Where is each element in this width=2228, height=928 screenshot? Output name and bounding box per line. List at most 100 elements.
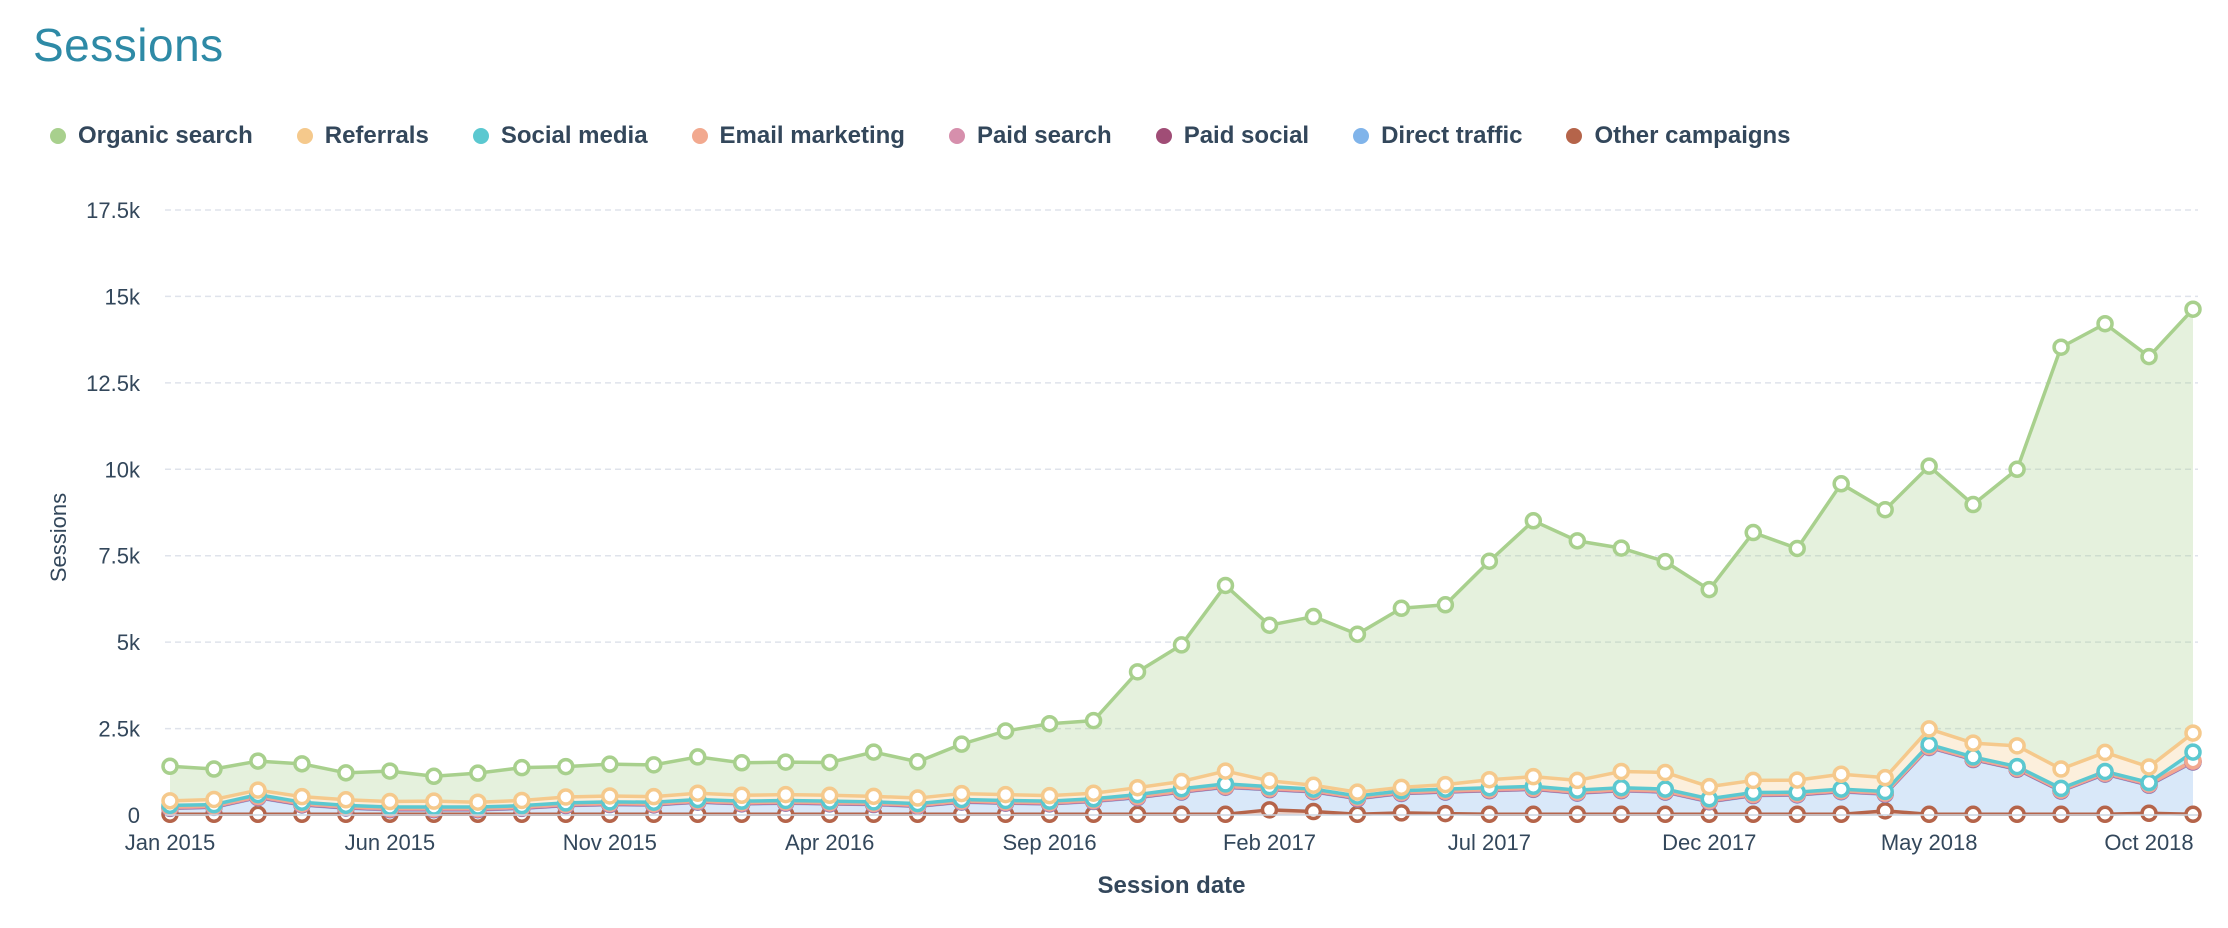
legend-marker [1353,128,1370,144]
data-point [1260,616,1279,634]
y-axis-title: Sessions [46,493,71,582]
data-point [1568,532,1587,550]
y-tick-label: 5k [117,630,141,655]
data-point [1260,772,1279,790]
data-point [557,757,575,776]
legend-item[interactable]: Referrals [296,122,429,150]
data-point [864,787,883,806]
data-point [1524,512,1543,530]
data-point [1920,720,1938,738]
legend-label: Other campaigns [1594,122,1791,149]
data-point [1964,748,1982,766]
legend-marker [1155,128,1172,144]
data-point [1568,771,1587,790]
x-axis-title: Session date [1097,872,1245,899]
legend-item[interactable]: Other campaigns [1566,122,1791,150]
data-point [1084,711,1103,730]
legend-label: Referrals [324,122,429,149]
data-point [1392,778,1411,797]
data-point [293,755,311,773]
data-point [1040,786,1059,805]
data-point [1920,457,1938,475]
data-point [205,760,223,778]
data-point [1788,771,1806,789]
data-point [645,787,663,806]
data-point [1436,596,1455,614]
y-tick-label: 7.5k [98,544,141,569]
page-title: Sessions [33,19,224,71]
legend-marker [50,128,66,144]
data-point [1656,780,1675,798]
x-tick-label: Feb 2017 [1223,830,1316,855]
data-point [996,722,1015,740]
data-point [2140,347,2158,366]
data-point [1612,762,1631,781]
data-point [1656,763,1675,782]
x-tick-label: Nov 2015 [563,830,657,855]
data-point [2052,760,2070,778]
data-point [952,784,971,803]
data-point [249,781,267,799]
legend-marker [691,128,708,144]
data-point [1964,495,1982,514]
legend-label: Direct traffic [1381,122,1523,149]
data-point [1304,776,1323,795]
data-point [645,756,663,774]
data-point [469,793,487,811]
data-point [1480,552,1499,570]
data-point [1436,804,1455,823]
data-point [1480,770,1499,789]
data-point [1832,475,1850,493]
legend-marker [1566,128,1583,144]
legend-item[interactable]: Direct traffic [1353,122,1522,150]
data-point [249,752,267,770]
data-point [864,743,883,761]
x-tick-label: Sep 2016 [1002,830,1096,855]
data-point [2008,737,2026,755]
data-point [776,753,795,771]
data-point [2008,757,2026,776]
data-point [2052,338,2070,356]
data-point [381,762,399,780]
data-point [1832,780,1850,798]
data-point [161,792,179,810]
x-tick-label: Jul 2017 [1448,830,1531,855]
data-point [908,753,927,771]
data-point [2140,804,2158,823]
legend-item[interactable]: Paid search [948,122,1112,150]
data-point [1348,783,1367,801]
data-point [425,767,443,786]
data-point [601,787,619,805]
data-point [1744,771,1762,790]
x-tick-label: May 2018 [1881,830,1978,855]
x-tick-label: Oct 2018 [2104,830,2193,855]
data-point [1172,772,1191,791]
data-point [688,748,707,766]
y-tick-label: 10k [105,457,141,482]
legend-item[interactable]: Organic search [50,122,253,150]
data-point [1172,636,1191,654]
legend-label: Email marketing [719,122,905,149]
data-point [2184,300,2202,318]
data-point [513,791,531,810]
data-point [337,764,355,782]
data-point [1348,625,1367,643]
data-point [1392,804,1411,822]
legend-item[interactable]: Paid social [1155,122,1310,150]
data-point [776,785,795,804]
y-tick-label: 2.5k [98,717,141,742]
data-point [1304,607,1323,626]
series-area [170,728,2193,808]
data-point [1084,784,1103,802]
data-point [952,735,971,753]
data-point [2008,460,2026,479]
legend-item[interactable]: Social media [472,122,648,150]
legend-label: Social media [500,122,648,149]
data-point [1744,523,1762,542]
y-tick-label: 0 [128,803,140,828]
legend-label: Paid social [1183,122,1310,149]
data-point [1436,775,1455,794]
legend-item[interactable]: Email marketing [691,122,905,150]
data-point [908,789,927,807]
y-tick-label: 15k [105,284,141,309]
